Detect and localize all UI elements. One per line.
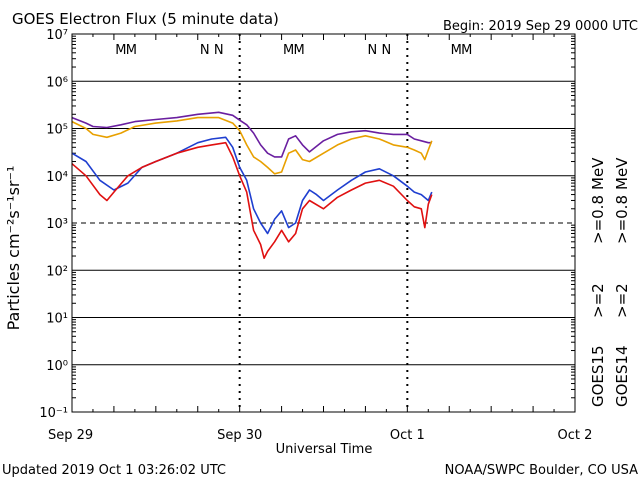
y-tick-label: 10⁴ (46, 170, 68, 185)
legend: GOES15 GOES14 >=2 >=2 >=0.8 >=0.8 MeV Me… (589, 157, 631, 407)
x-axis-ticks: Sep 29 Sep 30 Oct 1 Oct 2 (48, 34, 592, 443)
x-tick-label: Oct 2 (558, 428, 593, 443)
series-line (71, 116, 433, 175)
chart-title: GOES Electron Flux (5 minute data) (12, 10, 279, 28)
series-line (71, 111, 432, 158)
marker-m: M (461, 43, 472, 58)
legend-goes14: GOES14 (613, 345, 631, 407)
legend-goes15-e2: >=2 (589, 283, 607, 318)
marker-n: N (382, 43, 392, 58)
legend-unit-1: MeV (589, 157, 607, 190)
marker-n: N (200, 43, 210, 58)
marker-n: N (214, 43, 224, 58)
x-tick-label: Oct 1 (390, 428, 425, 443)
legend-goes15: GOES15 (589, 345, 607, 407)
legend-goes14-e2: >=2 (613, 283, 631, 318)
marker-m: M (451, 43, 462, 58)
y-axis-label: Particles cm⁻²s⁻¹sr⁻¹ (4, 166, 23, 331)
marker-m: M (115, 43, 126, 58)
begin-time: Begin: 2019 Sep 29 0000 UTC (443, 19, 638, 34)
y-tick-label: 10¹ (46, 312, 68, 327)
grid-lines (72, 34, 575, 412)
y-tick-label: 10³ (46, 217, 68, 232)
y-axis-ticks: 10⁻¹ 10⁰ 10¹ 10² 10³ 10⁴ 10⁵ 10⁶ 10⁷ (39, 28, 575, 421)
y-tick-label: 10⁰ (46, 359, 68, 374)
data-series (71, 111, 433, 260)
marker-m: M (283, 43, 294, 58)
y-tick-label: 10⁵ (46, 123, 68, 138)
marker-m: M (126, 43, 137, 58)
x-tick-label: Sep 29 (48, 428, 93, 443)
marker-n: N (368, 43, 378, 58)
plot-frame (71, 33, 576, 413)
y-tick-label: 10⁶ (46, 75, 68, 90)
y-tick-label: 10² (46, 264, 68, 279)
updated-timestamp: Updated 2019 Oct 1 03:26:02 UTC (2, 463, 226, 478)
x-axis-label: Universal Time (276, 442, 373, 457)
credit-text: NOAA/SWPC Boulder, CO USA (445, 463, 638, 478)
legend-goes15-e08: >=0.8 (589, 195, 607, 244)
series-line (71, 141, 433, 260)
x-tick-label: Sep 30 (217, 428, 262, 443)
y-tick-label: 10⁻¹ (39, 406, 68, 421)
y-tick-label: 10⁷ (46, 28, 68, 43)
marker-m: M (293, 43, 304, 58)
legend-unit-2: MeV (613, 157, 631, 190)
legend-goes14-e08: >=0.8 (613, 195, 631, 244)
